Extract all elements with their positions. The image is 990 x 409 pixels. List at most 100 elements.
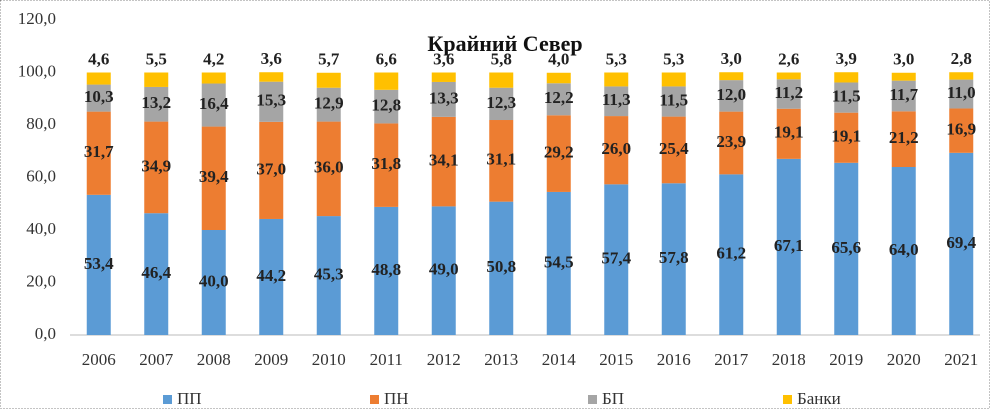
bar-segment (719, 72, 744, 81)
data-label: 13,3 (429, 88, 459, 107)
legend-swatch (370, 395, 379, 404)
data-label: 67,1 (774, 236, 804, 255)
y-tick-label: 0,0 (35, 324, 56, 343)
bar-segment (776, 79, 801, 109)
data-label: 36,0 (314, 158, 344, 177)
x-tick-label: 2012 (427, 350, 461, 369)
legend-label: ПН (384, 389, 409, 408)
bar-segment (834, 112, 859, 163)
x-tick-label: 2019 (829, 350, 863, 369)
bar-segment (719, 111, 744, 175)
data-label: 16,4 (199, 94, 229, 113)
x-tick-label: 2014 (542, 350, 577, 369)
chart-title: Крайний Север (427, 31, 582, 56)
bar-segment (546, 83, 571, 116)
data-label: 4,6 (88, 49, 109, 68)
x-tick-label: 2016 (657, 350, 691, 369)
data-label: 5,3 (663, 49, 684, 68)
data-label: 39,4 (199, 167, 229, 186)
bar-segment (201, 230, 226, 335)
legend-label: Банки (797, 389, 841, 408)
data-label: 3,9 (836, 49, 857, 68)
data-label: 5,8 (491, 49, 512, 68)
y-tick-label: 40,0 (26, 219, 56, 238)
data-label: 57,4 (601, 249, 631, 268)
data-label: 31,7 (84, 142, 114, 161)
bar-segment (604, 72, 629, 87)
bar-segment (431, 81, 456, 117)
bar-segment (144, 213, 169, 335)
bar-segment (489, 120, 514, 202)
bar-segment (316, 216, 341, 335)
data-label: 11,5 (659, 90, 688, 109)
bar-segment (719, 80, 744, 112)
data-label: 5,7 (318, 50, 340, 69)
data-label: 23,9 (716, 132, 746, 151)
bar-segment (949, 79, 974, 109)
bar-segment (949, 152, 974, 335)
bar-segment (259, 72, 284, 82)
bar-segment (86, 72, 111, 85)
bar-segment (144, 72, 169, 87)
data-label: 2,6 (778, 49, 799, 68)
bar-segment (891, 72, 916, 81)
data-label: 12,2 (544, 88, 574, 107)
data-label: 3,6 (261, 49, 282, 68)
bar-segment (86, 194, 111, 335)
data-label: 29,2 (544, 143, 574, 162)
bar-segment (834, 162, 859, 335)
data-label: 48,8 (371, 260, 401, 279)
data-label: 21,2 (889, 128, 919, 147)
data-label: 44,2 (256, 266, 286, 285)
y-tick-label: 120,0 (18, 9, 56, 28)
x-tick-label: 2013 (484, 350, 518, 369)
x-tick-label: 2018 (772, 350, 806, 369)
bar-segment (776, 108, 801, 159)
legend-swatch (783, 395, 792, 404)
data-label: 31,1 (486, 150, 516, 169)
data-label: 54,5 (544, 252, 574, 271)
data-label: 3,6 (433, 49, 454, 68)
y-tick-label: 100,0 (18, 61, 56, 80)
bar-segment (86, 111, 111, 195)
data-label: 3,0 (893, 50, 914, 69)
data-label: 4,2 (203, 49, 224, 68)
data-label: 15,3 (256, 91, 286, 110)
data-label: 12,8 (371, 96, 401, 115)
y-tick-label: 60,0 (26, 166, 56, 185)
bar-segment (489, 201, 514, 335)
data-label: 50,8 (486, 257, 516, 276)
data-label: 3,0 (721, 49, 742, 68)
bar-segment (604, 116, 629, 185)
x-tick-label: 2010 (312, 350, 346, 369)
data-label: 61,2 (716, 244, 746, 263)
bar-segment (201, 126, 226, 230)
bar-segment (86, 84, 111, 112)
bar-segment (776, 72, 801, 80)
data-label: 5,5 (146, 49, 167, 68)
bar-segment (776, 158, 801, 335)
bar-segment (259, 81, 284, 122)
data-label: 25,4 (659, 139, 689, 158)
data-label: 49,0 (429, 260, 459, 279)
x-tick-label: 2020 (887, 350, 921, 369)
y-tick-label: 80,0 (26, 114, 56, 133)
bar-segment (201, 83, 226, 127)
bar-segment (949, 72, 974, 80)
data-label: 31,8 (371, 154, 401, 173)
bar-segment (316, 87, 341, 122)
bar-segment (891, 167, 916, 335)
data-label: 5,3 (606, 49, 627, 68)
data-label: 46,4 (141, 263, 171, 282)
data-label: 53,4 (84, 254, 114, 273)
x-tick-label: 2007 (139, 350, 174, 369)
data-label: 64,0 (889, 240, 919, 259)
bar-segment (374, 72, 399, 90)
bar-segment (374, 206, 399, 335)
data-label: 6,6 (376, 49, 397, 68)
data-label: 2,8 (951, 49, 972, 68)
data-label: 10,3 (84, 87, 114, 106)
x-tick-label: 2006 (82, 350, 116, 369)
